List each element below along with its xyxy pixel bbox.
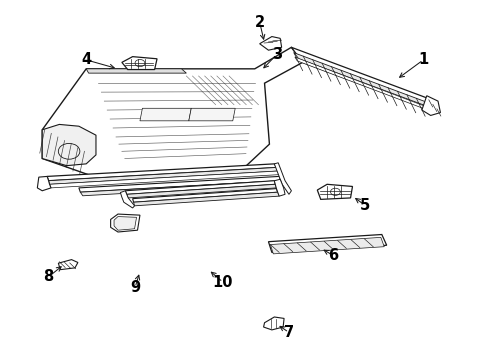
Text: 3: 3 bbox=[271, 47, 282, 62]
Polygon shape bbox=[133, 189, 278, 202]
Polygon shape bbox=[122, 57, 157, 69]
Text: 7: 7 bbox=[284, 325, 294, 340]
Polygon shape bbox=[292, 47, 438, 113]
Text: 1: 1 bbox=[418, 52, 428, 67]
Polygon shape bbox=[140, 108, 191, 121]
Polygon shape bbox=[189, 108, 235, 121]
Polygon shape bbox=[274, 163, 292, 194]
Polygon shape bbox=[260, 37, 282, 50]
Polygon shape bbox=[80, 181, 282, 196]
Polygon shape bbox=[127, 184, 276, 198]
Polygon shape bbox=[295, 57, 428, 110]
Polygon shape bbox=[47, 164, 277, 181]
Polygon shape bbox=[79, 176, 281, 192]
Polygon shape bbox=[318, 184, 352, 199]
Polygon shape bbox=[125, 181, 275, 194]
Text: 2: 2 bbox=[255, 15, 265, 30]
Polygon shape bbox=[422, 96, 441, 116]
Polygon shape bbox=[49, 167, 278, 184]
Text: 10: 10 bbox=[213, 275, 233, 290]
Polygon shape bbox=[49, 171, 279, 188]
Polygon shape bbox=[294, 53, 431, 108]
Polygon shape bbox=[270, 237, 384, 254]
Polygon shape bbox=[264, 317, 284, 330]
Polygon shape bbox=[121, 191, 135, 208]
Polygon shape bbox=[58, 260, 78, 270]
Polygon shape bbox=[111, 214, 140, 232]
Text: 6: 6 bbox=[328, 248, 338, 263]
Polygon shape bbox=[114, 217, 137, 230]
Polygon shape bbox=[37, 176, 51, 191]
Text: 4: 4 bbox=[81, 52, 91, 67]
Polygon shape bbox=[42, 47, 303, 178]
Polygon shape bbox=[274, 179, 285, 196]
Text: 8: 8 bbox=[44, 269, 54, 284]
Polygon shape bbox=[86, 69, 186, 73]
Text: 9: 9 bbox=[130, 280, 140, 295]
Polygon shape bbox=[134, 192, 279, 206]
Polygon shape bbox=[42, 125, 96, 166]
Polygon shape bbox=[269, 234, 387, 252]
Text: 5: 5 bbox=[360, 198, 370, 213]
